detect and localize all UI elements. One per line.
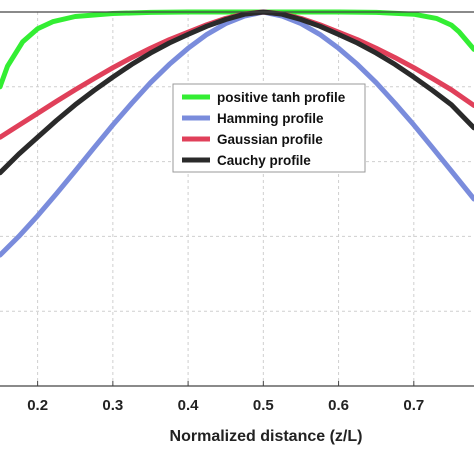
x-tick-labels: 0.2 0.3 0.4 0.5 0.6 0.7 bbox=[27, 397, 424, 414]
plot-frame bbox=[0, 11, 474, 387]
x-tick-label: 0.3 bbox=[102, 397, 123, 414]
x-tick-label: 0.4 bbox=[178, 397, 200, 414]
series-line-3 bbox=[0, 9, 474, 176]
legend-label-2: Gaussian profile bbox=[217, 132, 323, 147]
x-tick-label: 0.6 bbox=[328, 397, 349, 414]
legend-label-1: Hamming profile bbox=[217, 111, 324, 126]
legend-label-0: positive tanh profile bbox=[217, 90, 346, 105]
x-axis-label: Normalized distance (z/L) bbox=[170, 428, 363, 445]
legend: positive tanh profile Hamming profile Gaus… bbox=[172, 83, 366, 173]
series-line-1 bbox=[0, 9, 474, 258]
legend-label-3: Cauchy profile bbox=[217, 153, 311, 168]
series-line-0 bbox=[0, 9, 474, 90]
x-tick-label: 0.7 bbox=[403, 397, 424, 414]
x-tick-label: 0.2 bbox=[27, 397, 48, 414]
x-tick-label: 0.5 bbox=[253, 397, 274, 414]
